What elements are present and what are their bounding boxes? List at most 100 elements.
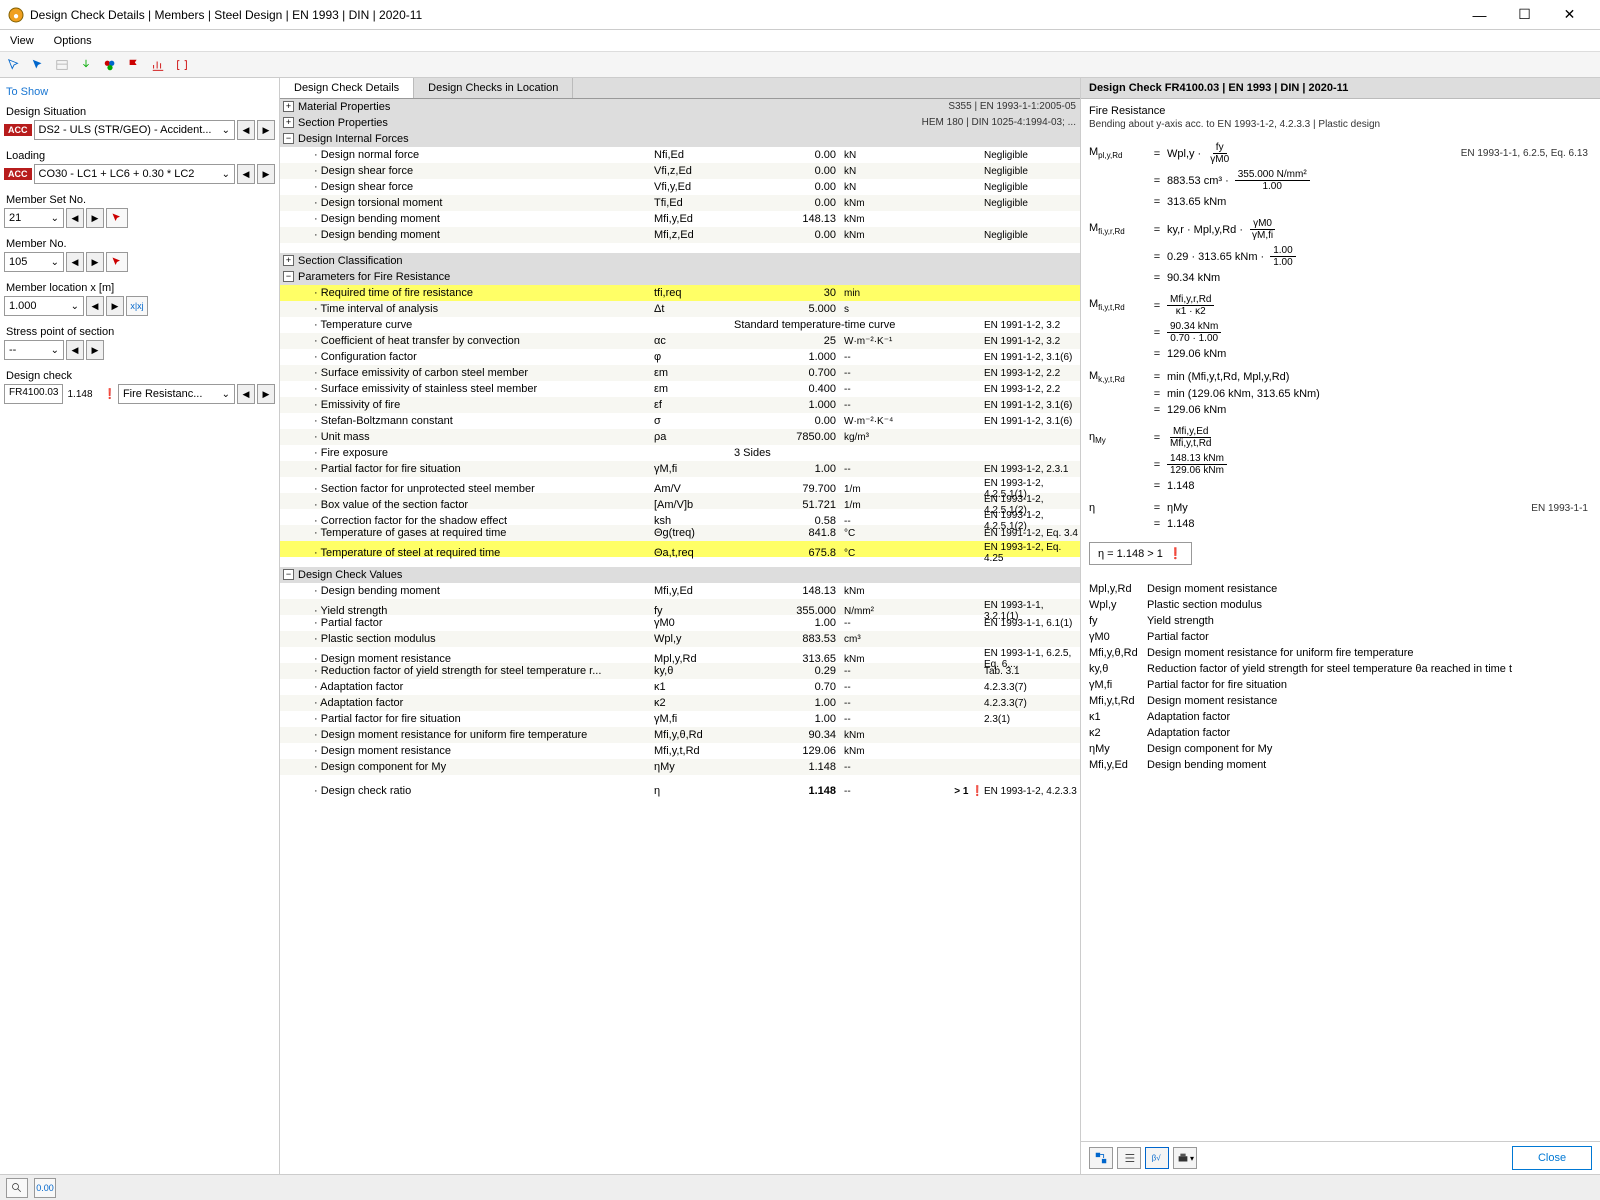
minimize-button[interactable]: — (1457, 1, 1502, 29)
memberloc-select[interactable]: 1.000 (4, 296, 84, 316)
data-row: Design normal forceNfi,Ed0.00kNNegligibl… (280, 147, 1080, 163)
member-label: Member No. (4, 234, 275, 252)
group-header[interactable]: −Design Internal Forces (280, 131, 1080, 147)
tool-export-icon[interactable] (76, 55, 96, 75)
memberset-select[interactable]: 21 (4, 208, 64, 228)
data-row: Unit massρa7850.00kg/m³ (280, 429, 1080, 445)
rp-tool-eq-icon[interactable]: β√ (1145, 1147, 1169, 1169)
legend-row: ηMyDesign component for My (1089, 741, 1592, 757)
load-prev-button[interactable]: ◀ (237, 164, 255, 184)
dcheck-prev[interactable]: ◀ (237, 384, 255, 404)
equation: η=ηMyEN 1993-1-1 (1089, 502, 1592, 514)
equation: =1.148 (1089, 480, 1592, 492)
member-next[interactable]: ▶ (86, 252, 104, 272)
data-row: Coefficient of heat transfer by convecti… (280, 333, 1080, 349)
tab-location[interactable]: Design Checks in Location (414, 78, 573, 98)
left-panel: To Show Design Situation ACC DS2 - ULS (… (0, 78, 280, 1174)
data-row: Time interval of analysisΔt5.000s (280, 301, 1080, 317)
rp-tool1-icon[interactable] (1089, 1147, 1113, 1169)
rp-tool-list-icon[interactable] (1117, 1147, 1141, 1169)
legend-row: Mfi,y,EdDesign bending moment (1089, 757, 1592, 773)
data-row: Required time of fire resistancetfi,req3… (280, 285, 1080, 301)
design-situation-select[interactable]: DS2 - ULS (STR/GEO) - Accident... (34, 120, 236, 140)
status-decimals-icon[interactable]: 0.00 (34, 1178, 56, 1198)
middle-panel: Design Check Details Design Checks in Lo… (280, 78, 1080, 1174)
legend-row: Wpl,yPlastic section modulus (1089, 597, 1592, 613)
memberset-label: Member Set No. (4, 190, 275, 208)
tool-table-icon[interactable] (52, 55, 72, 75)
rp-tool-print-icon[interactable]: ▾ (1173, 1147, 1197, 1169)
tool-cursor-icon[interactable] (4, 55, 24, 75)
dcheck-next[interactable]: ▶ (257, 384, 275, 404)
memberset-prev[interactable]: ◀ (66, 208, 84, 228)
data-row: Design bending momentMfi,y,Ed148.13kNm (280, 583, 1080, 599)
memberloc-prev[interactable]: ◀ (86, 296, 104, 316)
expander-icon[interactable]: − (283, 133, 294, 144)
maximize-button[interactable]: ☐ (1502, 1, 1547, 29)
stress-next[interactable]: ▶ (86, 340, 104, 360)
equation: Mfi,y,r,Rd=ky,r · Mpl,y,Rd · γM0γM,fi (1089, 218, 1592, 241)
data-row: Design moment resistanceMpl,y,Rd313.65kN… (280, 647, 1080, 663)
equation: Mpl,y,Rd=Wpl,y · fyγM0EN 1993-1-1, 6.2.5… (1089, 142, 1592, 165)
data-row: Temperature curveStandard temperature-ti… (280, 317, 1080, 333)
memberloc-next[interactable]: ▶ (106, 296, 124, 316)
group-header[interactable]: +Section PropertiesHEM 180 | DIN 1025-4:… (280, 115, 1080, 131)
expander-icon[interactable]: + (283, 101, 294, 112)
menu-options[interactable]: Options (50, 33, 96, 49)
equation: =90.34 kNm (1089, 272, 1592, 284)
memberset-next[interactable]: ▶ (86, 208, 104, 228)
load-next-button[interactable]: ▶ (257, 164, 275, 184)
expander-icon[interactable]: + (283, 117, 294, 128)
data-row: Partial factor for fire situationγM,fi1.… (280, 711, 1080, 727)
tool-chart-icon[interactable] (148, 55, 168, 75)
close-button[interactable]: Close (1512, 1146, 1592, 1170)
tool-cursor2-icon[interactable] (28, 55, 48, 75)
expander-icon[interactable]: + (283, 255, 294, 266)
member-select[interactable]: 105 (4, 252, 64, 272)
data-row: Reduction factor of yield strength for s… (280, 663, 1080, 679)
data-row: Partial factorγM01.00--EN 1993-1-1, 6.1(… (280, 615, 1080, 631)
legend-row: Mpl,y,RdDesign moment resistance (1089, 581, 1592, 597)
stress-prev[interactable]: ◀ (66, 340, 84, 360)
group-header[interactable]: +Section Classification (280, 253, 1080, 269)
data-row: Design moment resistance for uniform fir… (280, 727, 1080, 743)
ds-prev-button[interactable]: ◀ (237, 120, 255, 140)
memberloc-xij-button[interactable]: x|xj (126, 296, 148, 316)
acc-badge-2: ACC (4, 168, 32, 180)
tool-flag-icon[interactable] (124, 55, 144, 75)
loading-select[interactable]: CO30 - LC1 + LC6 + 0.30 * LC2 (34, 164, 236, 184)
rp-title: Design Check FR4100.03 | EN 1993 | DIN |… (1081, 78, 1600, 99)
legend-row: Mfi,y,t,RdDesign moment resistance (1089, 693, 1592, 709)
status-search-icon[interactable] (6, 1178, 28, 1198)
expander-icon[interactable]: − (283, 271, 294, 282)
equation: =148.13 kNm129.06 kNm (1089, 453, 1592, 476)
titlebar: ● Design Check Details | Members | Steel… (0, 0, 1600, 30)
tool-brackets-icon[interactable] (172, 55, 192, 75)
equation: =0.29 · 313.65 kNm · 1.001.00 (1089, 245, 1592, 268)
group-header[interactable]: −Parameters for Fire Resistance (280, 269, 1080, 285)
stress-label: Stress point of section (4, 322, 275, 340)
close-window-button[interactable]: ✕ (1547, 1, 1592, 29)
group-header[interactable]: −Design Check Values (280, 567, 1080, 583)
expander-icon[interactable]: − (283, 569, 294, 580)
data-row: Adaptation factorκ21.00--4.2.3.3(7) (280, 695, 1080, 711)
group-header[interactable]: +Material PropertiesS355 | EN 1993-1-1:2… (280, 99, 1080, 115)
member-prev[interactable]: ◀ (66, 252, 84, 272)
legend-row: γM0Partial factor (1089, 629, 1592, 645)
dcheck-code: FR4100.03 (4, 384, 63, 404)
stress-select[interactable]: -- (4, 340, 64, 360)
ds-next-button[interactable]: ▶ (257, 120, 275, 140)
tab-details[interactable]: Design Check Details (280, 78, 414, 98)
tool-color-icon[interactable] (100, 55, 120, 75)
data-row: Design shear forceVfi,y,Ed0.00kNNegligib… (280, 179, 1080, 195)
data-row: Temperature of gases at required timeΘg(… (280, 525, 1080, 541)
dcheck-type-select[interactable]: Fire Resistanc... (118, 384, 235, 404)
legend-row: ky,θReduction factor of yield strength f… (1089, 661, 1592, 677)
menu-view[interactable]: View (6, 33, 38, 49)
data-row: Yield strengthfy355.000N/mm²EN 1993-1-1,… (280, 599, 1080, 615)
memberset-pick-icon[interactable] (106, 208, 128, 228)
data-row: Fire exposure3 Sides (280, 445, 1080, 461)
data-row: Correction factor for the shadow effectk… (280, 509, 1080, 525)
member-pick-icon[interactable] (106, 252, 128, 272)
dcheck-ratio: 1.148 (65, 387, 101, 402)
